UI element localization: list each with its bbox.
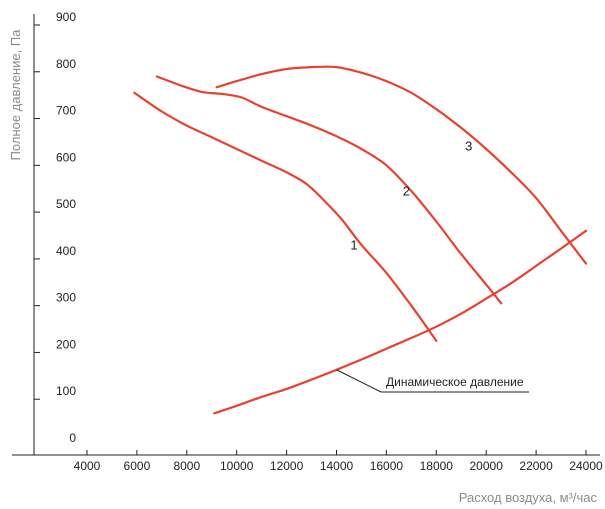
x-tick-label: 16000 [370, 459, 404, 473]
y-tick-label: 200 [56, 337, 76, 351]
x-tick-label: 8000 [173, 459, 200, 473]
x-tick-label: 20000 [470, 459, 504, 473]
x-axis-ticks: 4000 6000 8000 10000 12000 14000 16000 18000 200… [74, 450, 603, 473]
y-tick-label: 600 [56, 150, 76, 164]
y-axis-ticks: 0 100 200 300 400 500 600 700 800 900 [34, 10, 76, 445]
x-tick-label: 10000 [220, 459, 254, 473]
x-tick-label: 6000 [124, 459, 151, 473]
y-tick-label: 900 [56, 10, 76, 24]
y-tick-label: 0 [69, 431, 76, 445]
x-axis-title: Расход воздуха, м³/час [459, 490, 598, 505]
series-line-4 [213, 229, 588, 415]
y-tick-label: 800 [56, 57, 76, 71]
curve-label: 3 [465, 138, 472, 153]
curve-labels: 1 2 3 [350, 138, 472, 252]
x-tick-label: 24000 [569, 459, 603, 473]
y-tick-label: 400 [56, 244, 76, 258]
annotation: Динамическое давление [336, 369, 529, 393]
series-layer [133, 65, 588, 415]
x-tick-label: 22000 [519, 459, 553, 473]
annotation-label: Динамическое давление [386, 375, 524, 389]
x-tick-label: 14000 [320, 459, 354, 473]
x-tick-label: 18000 [420, 459, 454, 473]
y-tick-label: 500 [56, 197, 76, 211]
annotation-leader-line [336, 369, 529, 393]
y-axis-title: Полное давление, Па [8, 29, 23, 161]
curve-label: 2 [403, 184, 410, 199]
series-line-2 [155, 75, 503, 305]
x-tick-label: 12000 [270, 459, 304, 473]
series-line-3 [215, 65, 588, 265]
y-tick-label: 300 [56, 291, 76, 305]
y-tick-label: 100 [56, 384, 76, 398]
curve-label: 1 [350, 238, 357, 253]
y-tick-label: 700 [56, 104, 76, 118]
x-tick-label: 4000 [74, 459, 101, 473]
series-line-1 [133, 91, 438, 342]
